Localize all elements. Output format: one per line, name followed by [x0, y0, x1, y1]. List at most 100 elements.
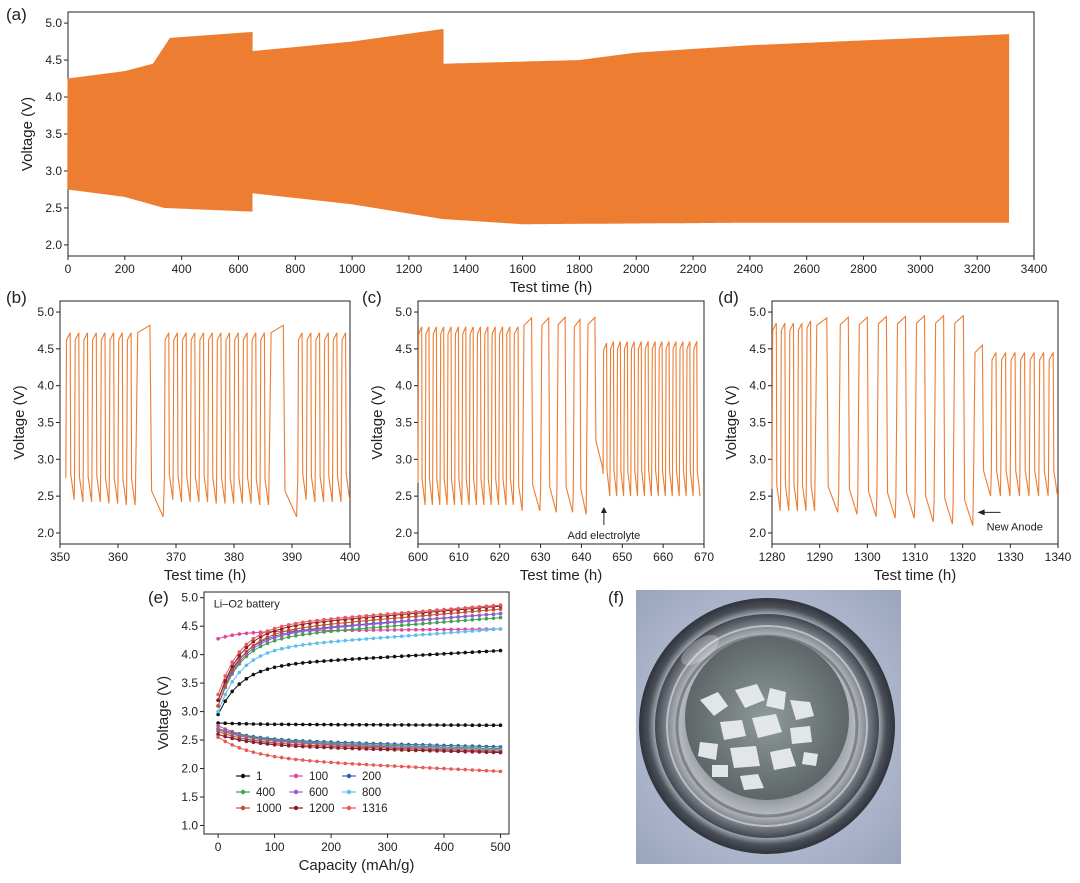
x-tick-label: 2400 [737, 262, 764, 276]
y-axis-label: Voltage (V) [369, 385, 386, 459]
series-line [65, 324, 351, 518]
charge-point [364, 614, 369, 618]
y-tick-label: 4.5 [37, 342, 54, 356]
charge-point [357, 614, 362, 619]
y-tick-label: 2.5 [37, 489, 54, 503]
charge-point [357, 619, 362, 624]
charge-point [406, 633, 411, 638]
legend-label: 200 [362, 771, 381, 783]
charge-point [272, 626, 277, 631]
x-tick-label: 660 [653, 550, 673, 564]
x-tick-label: 650 [612, 550, 632, 564]
charge-point [385, 655, 390, 659]
discharge-point [343, 761, 348, 766]
x-tick-label: 610 [449, 550, 469, 564]
charge-point [421, 627, 425, 632]
discharge-point [216, 732, 220, 737]
charge-point [435, 631, 439, 636]
discharge-point [456, 767, 461, 772]
charge-point [329, 622, 333, 626]
y-tick-label: 2.5 [181, 733, 198, 747]
x-tick-label: 400 [340, 550, 360, 564]
discharge-point [371, 723, 376, 727]
discharge-point [428, 766, 432, 770]
charge-point [435, 617, 439, 621]
discharge-point [414, 765, 418, 769]
charge-point [477, 609, 482, 613]
charge-point [364, 656, 369, 661]
charge-point [442, 631, 446, 635]
charge-point [477, 628, 482, 633]
x-tick-label: 1300 [854, 550, 881, 564]
discharge-point [301, 722, 305, 727]
x-tick-label: 640 [571, 550, 591, 564]
charge-point [414, 610, 418, 614]
charge-point [294, 644, 298, 648]
charge-point [399, 619, 404, 624]
charge-point [336, 621, 340, 626]
charge-point [279, 633, 284, 638]
discharge-point [265, 753, 270, 758]
charge-point [491, 616, 496, 620]
legend-marker [293, 789, 299, 795]
charge-point [223, 699, 227, 703]
charge-point [491, 627, 496, 632]
charge-point [279, 636, 284, 641]
charge-point [244, 645, 249, 650]
charge-point [286, 635, 291, 639]
discharge-point [449, 749, 453, 754]
charge-point [491, 607, 496, 612]
x-tick-label: 370 [166, 550, 186, 564]
charge-point [301, 620, 305, 625]
charge-point [406, 610, 411, 615]
legend-marker [346, 773, 352, 779]
x-tick-label: 500 [491, 840, 511, 854]
charge-point [463, 618, 468, 623]
charge-point [350, 638, 355, 642]
charge-point [406, 654, 411, 658]
charge-point [392, 624, 397, 628]
charge-point [456, 627, 461, 632]
charge-point [484, 613, 489, 617]
charge-point [251, 646, 256, 651]
discharge-point [258, 741, 263, 745]
charge-point [244, 631, 249, 636]
charge-point [294, 633, 298, 638]
charge-point [265, 667, 270, 671]
discharge-point [308, 745, 312, 749]
charge-point [216, 704, 220, 708]
charge-point [322, 630, 326, 634]
charge-point [315, 641, 319, 645]
charge-point [272, 632, 277, 637]
charge-point [315, 618, 319, 623]
discharge-point [364, 723, 369, 727]
x-axis-label: Test time (h) [510, 279, 593, 296]
charge-point [336, 625, 340, 629]
charge-point [272, 638, 277, 643]
charge-point [484, 628, 489, 632]
y-tick-label: 5.0 [395, 305, 412, 319]
discharge-point [435, 723, 439, 727]
charge-point [357, 623, 362, 628]
y-tick-label: 1.0 [181, 818, 198, 832]
series-1316 [216, 603, 503, 774]
charge-point [371, 656, 376, 660]
y-tick-label: 4.0 [395, 379, 412, 393]
x-tick-label: 0 [215, 840, 222, 854]
legend-label: 1316 [362, 803, 388, 815]
x-tick-label: 400 [434, 840, 454, 854]
charge-point [435, 652, 439, 656]
y-tick-label: 5.0 [749, 305, 766, 319]
discharge-point [364, 762, 369, 767]
charge-point [265, 638, 270, 643]
y-tick-label: 4.5 [395, 342, 412, 356]
y-tick-label: 4.5 [749, 342, 766, 356]
charge-point [428, 608, 432, 613]
charge-point [322, 623, 326, 627]
x-tick-label: 1280 [759, 550, 786, 564]
charge-point [399, 611, 404, 615]
charge-point [463, 614, 468, 619]
charge-point [286, 623, 291, 627]
annotation-arrowhead [600, 506, 607, 513]
charge-point [498, 611, 503, 616]
